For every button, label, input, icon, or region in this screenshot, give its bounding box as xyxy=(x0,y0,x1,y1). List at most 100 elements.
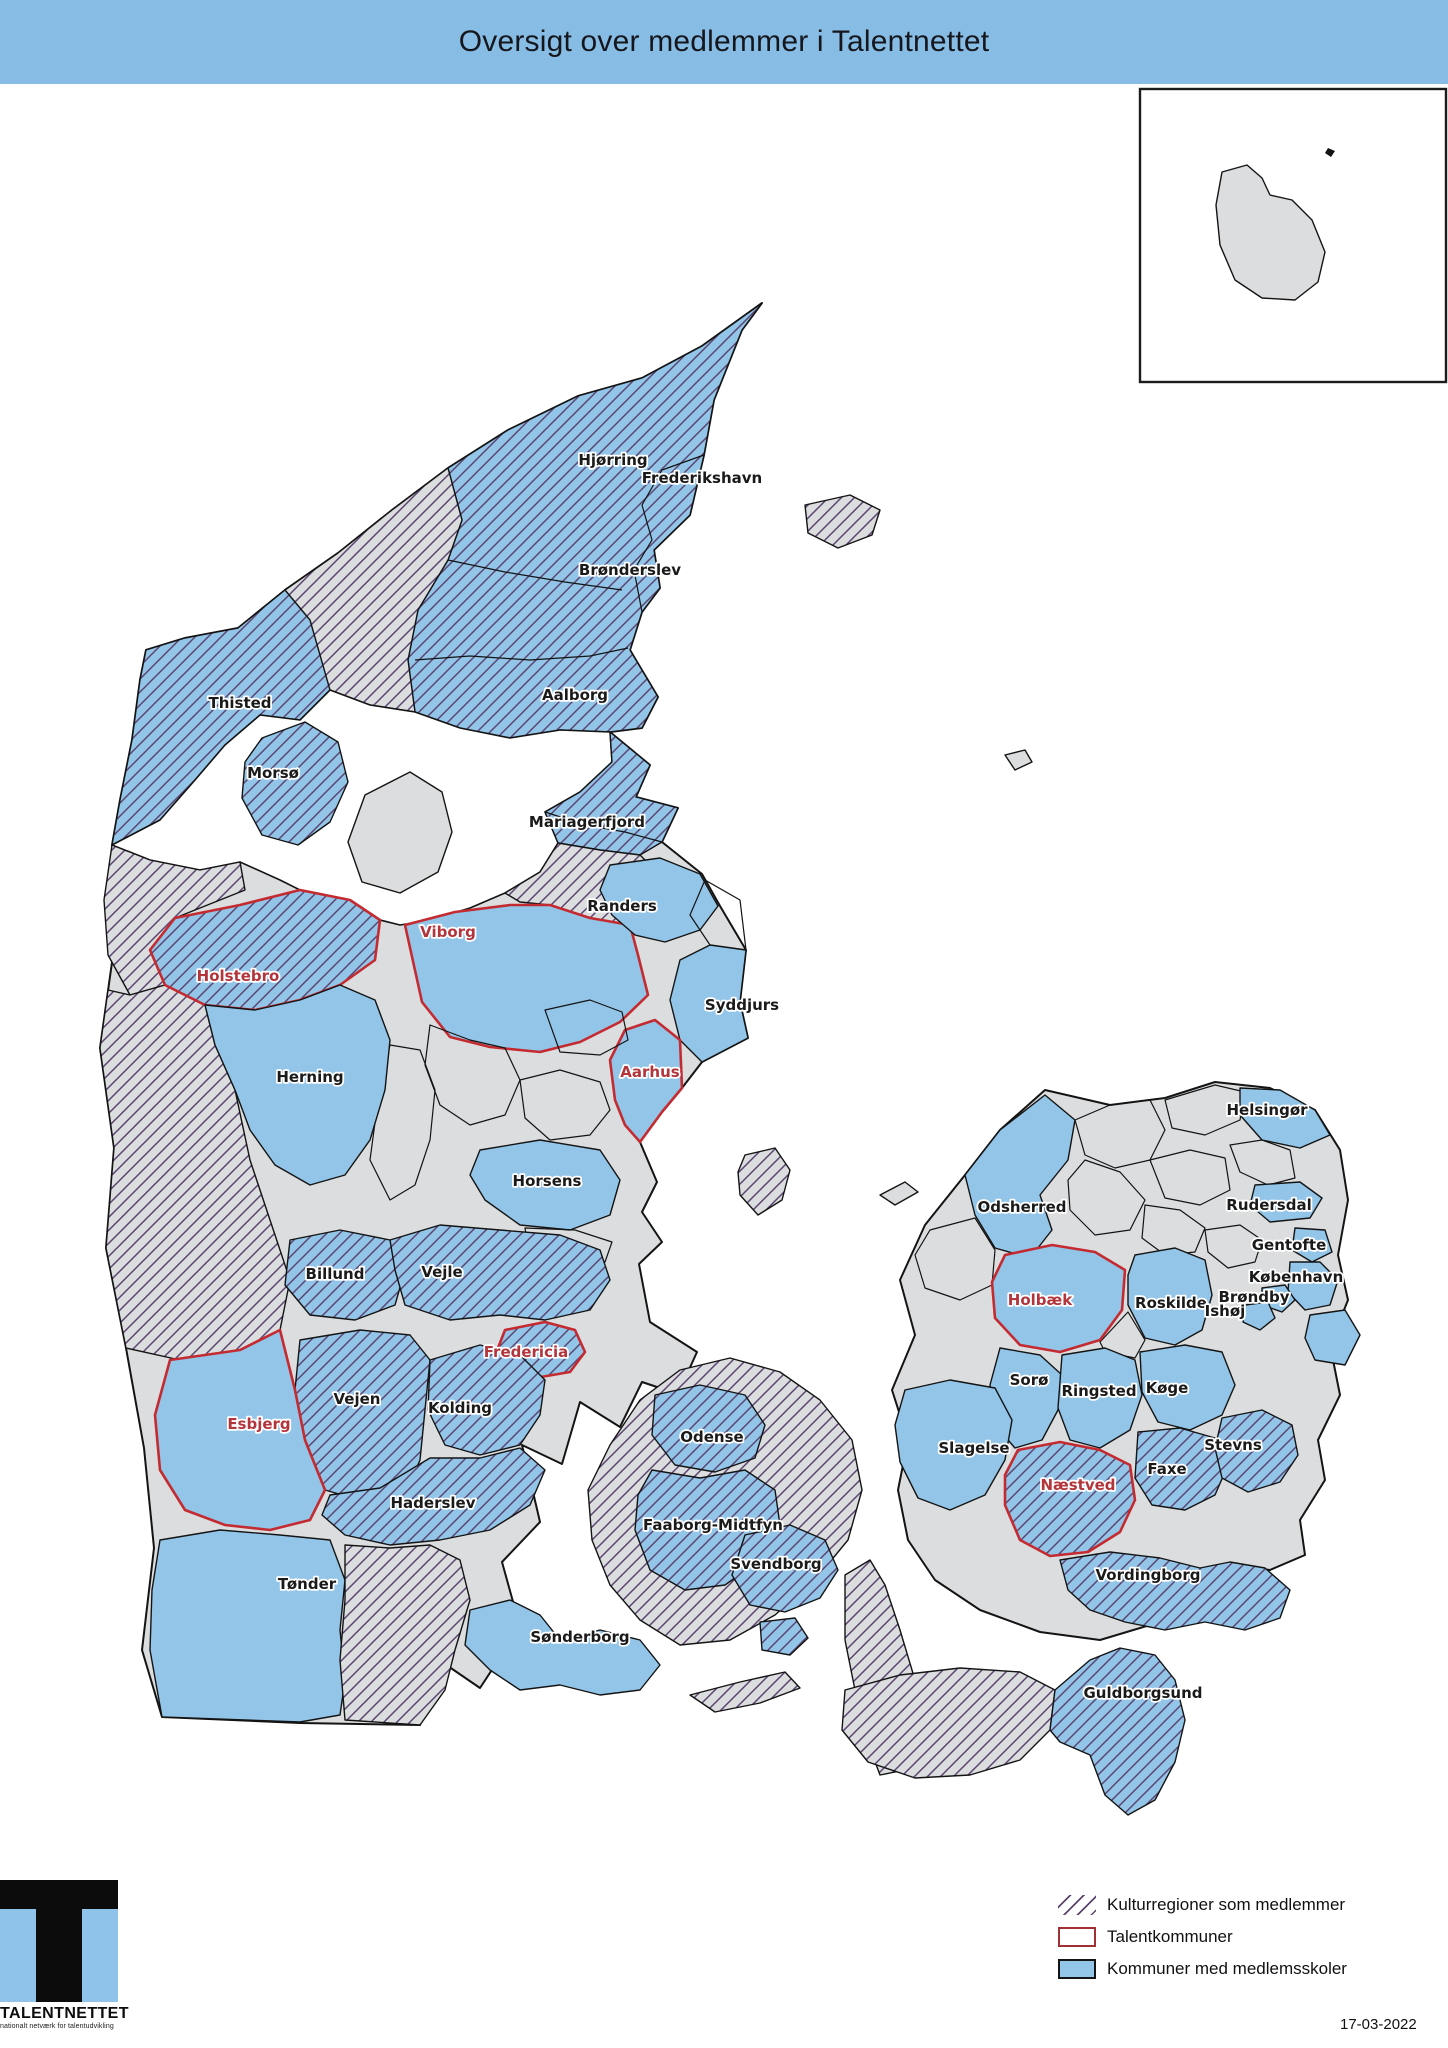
map-label-ish-j: Ishøj xyxy=(1205,1302,1246,1320)
map-label-thisted: Thisted xyxy=(208,694,271,712)
region-naestved xyxy=(1003,1440,1137,1558)
region-toender xyxy=(149,1529,346,1723)
map-label-esbjerg: Esbjerg xyxy=(227,1415,290,1433)
map-label-k-benhavn: København xyxy=(1249,1268,1344,1286)
region-helsingoer xyxy=(1239,1087,1331,1149)
map-label-vejle: Vejle xyxy=(421,1263,462,1281)
map-label-guldborgsund: Guldborgsund xyxy=(1083,1684,1202,1702)
hatch-swatch-icon xyxy=(1058,1894,1096,1915)
region-syddjurs xyxy=(669,944,749,1063)
border-nordsjaelland-1 xyxy=(1074,1099,1166,1169)
region-gentofte xyxy=(1291,1227,1333,1263)
map-label-hj-rring: Hjørring xyxy=(578,451,647,469)
talentnettet-logo: TALENTNETTET nationalt netværk for talen… xyxy=(0,1880,140,2030)
map-label-holstebro: Holstebro xyxy=(197,967,280,985)
region-kolding xyxy=(427,1344,546,1456)
border-hjoerring-broenderslev xyxy=(447,559,623,591)
border-kalundborg xyxy=(914,1217,996,1301)
region-slagelse xyxy=(894,1379,1013,1511)
legend-label: Talentkommuner xyxy=(1107,1926,1233,1946)
map-label-k-ge: Køge xyxy=(1146,1379,1189,1397)
map-label-odsherred: Odsherred xyxy=(978,1198,1067,1216)
legend-item-medlemsskoler: Kommuner med medlemsskoler xyxy=(1058,1958,1438,1979)
region-viborg xyxy=(403,903,650,1054)
region-taasinge xyxy=(759,1617,809,1656)
date-stamp: 17-03-2022 xyxy=(1340,2016,1417,2033)
region-herning xyxy=(204,984,391,1186)
map-label-viborg: Viborg xyxy=(420,923,476,941)
map-label-haderslev: Haderslev xyxy=(390,1494,475,1512)
border-broenderslev-aalborg xyxy=(414,647,629,661)
map-label-vordingborg: Vordingborg xyxy=(1096,1566,1201,1584)
page-title: Oversigt over medlemmer i Talentnettet xyxy=(458,25,990,58)
region-anholt xyxy=(1004,749,1033,771)
region-rudersdal xyxy=(1249,1181,1323,1223)
region-odsherred xyxy=(964,1094,1076,1259)
map-label-br-nderslev: Brønderslev xyxy=(579,561,681,579)
map-label-syddjurs: Syddjurs xyxy=(705,996,779,1014)
region-sejeroe xyxy=(879,1181,919,1206)
talent-swatch-icon xyxy=(1058,1926,1096,1947)
region-haderslev xyxy=(321,1447,546,1546)
logo-blue-right xyxy=(82,1909,118,2002)
region-stevns xyxy=(1214,1409,1299,1493)
legend-item-kulturregioner: Kulturregioner som medlemmer xyxy=(1058,1894,1438,1915)
border-nordsjaelland-6 xyxy=(1141,1204,1206,1256)
logo-t-stem xyxy=(36,1909,82,2002)
map-label-holb-k: Holbæk xyxy=(1008,1291,1073,1309)
map-label-sor-: Sorø xyxy=(1010,1371,1049,1389)
map-label-br-ndby: Brøndby xyxy=(1218,1288,1289,1306)
border-nordsjaelland-2 xyxy=(1164,1084,1246,1136)
map-label-t-nder: Tønder xyxy=(278,1575,337,1593)
region-randers xyxy=(599,857,719,943)
logo-title: TALENTNETTET xyxy=(0,2005,129,2022)
map-label-ringsted: Ringsted xyxy=(1061,1382,1136,1400)
legend-item-talentkommuner: Talentkommuner xyxy=(1058,1926,1438,1947)
map-label-stevns: Stevns xyxy=(1204,1436,1262,1454)
region-guldborgsund xyxy=(1049,1647,1186,1816)
map-label-roskilde: Roskilde xyxy=(1135,1294,1207,1312)
logo-t-crossbar xyxy=(0,1880,118,1909)
region-faxe xyxy=(1134,1427,1229,1511)
border-hjoerring-frederikshavn xyxy=(633,454,705,613)
map-label-frederikshavn: Frederikshavn xyxy=(642,469,762,487)
region-salling xyxy=(347,771,453,894)
map-label-slagelse: Slagelse xyxy=(938,1439,1009,1457)
map-label-svendborg: Svendborg xyxy=(730,1555,821,1573)
region-amager xyxy=(1304,1309,1361,1366)
region-aeroe xyxy=(689,1671,801,1713)
map-label-s-nderborg: Sønderborg xyxy=(530,1628,629,1646)
region-holbaek xyxy=(990,1243,1127,1354)
map-label-billund: Billund xyxy=(306,1265,365,1283)
border-nordsjaelland-4 xyxy=(1067,1159,1146,1236)
region-svendborg xyxy=(731,1524,839,1613)
region-horsens xyxy=(469,1139,621,1231)
map-label-mors-: Morsø xyxy=(247,764,299,782)
map-label-mariagerfjord: Mariagerfjord xyxy=(529,813,645,831)
map-label-n-stved: Næstved xyxy=(1040,1476,1115,1494)
logo-blue-left xyxy=(0,1909,36,2002)
logo-tagline: nationalt netværk for talentudvikling xyxy=(0,2023,114,2030)
map-label-faxe: Faxe xyxy=(1147,1460,1186,1478)
border-nordsjaelland-3 xyxy=(1149,1149,1231,1206)
region-laesoe xyxy=(804,494,881,549)
map-label-gentofte: Gentofte xyxy=(1252,1236,1327,1254)
map-label-fredericia: Fredericia xyxy=(484,1343,568,1361)
region-ishoej xyxy=(1242,1301,1276,1331)
map-label-horsens: Horsens xyxy=(513,1172,582,1190)
map-label-kolding: Kolding xyxy=(428,1399,492,1417)
region-bornholm xyxy=(1215,164,1326,301)
border-skanderborg xyxy=(519,1069,611,1141)
border-nordsjaelland-7 xyxy=(1204,1224,1263,1269)
region-lolland xyxy=(841,1667,1056,1779)
region-aabenraa xyxy=(339,1544,471,1726)
map-label-herning: Herning xyxy=(276,1068,343,1086)
region-aarhus xyxy=(608,1018,684,1144)
border-favrskov xyxy=(544,999,629,1056)
region-koege xyxy=(1139,1344,1236,1431)
region-odense xyxy=(651,1384,766,1473)
title-bar: Oversigt over medlemmer i Talentnettet xyxy=(0,0,1448,84)
border-mariagerfjord xyxy=(544,811,663,843)
map-label-rudersdal: Rudersdal xyxy=(1226,1196,1311,1214)
